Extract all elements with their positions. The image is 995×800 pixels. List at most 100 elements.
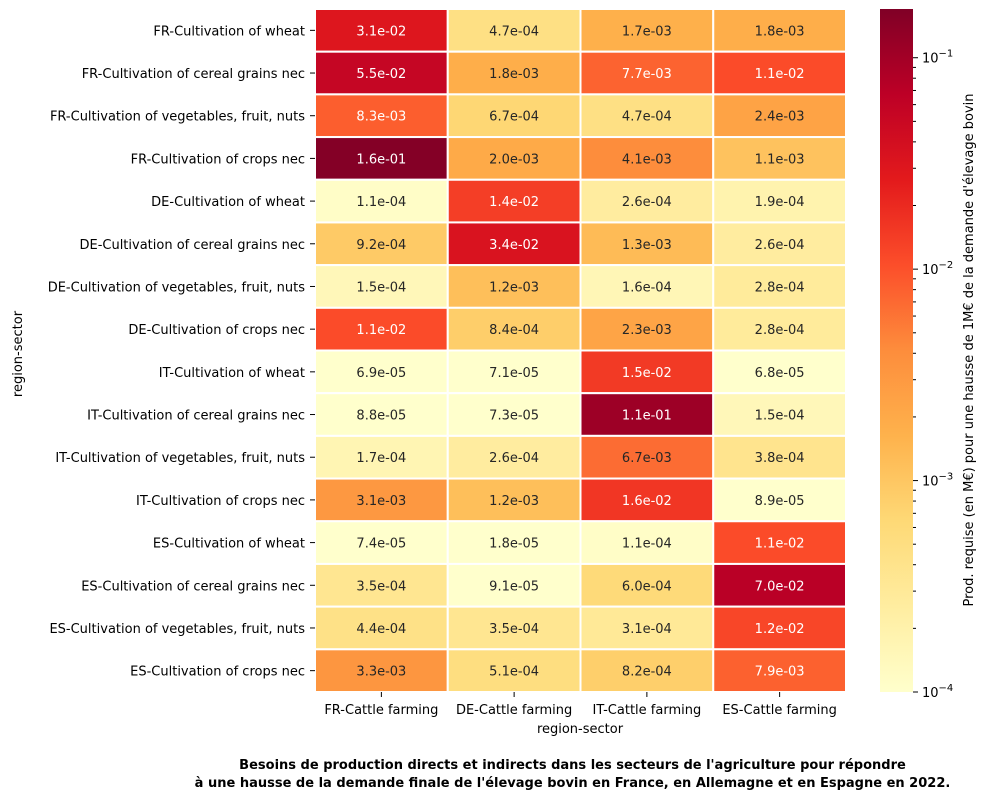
cell-value-label: 7.0e-02: [755, 579, 805, 594]
y-tick-label: FR-Cultivation of wheat: [153, 24, 305, 39]
cell-value-label: 1.2e-02: [755, 622, 805, 637]
heatmap-cell: [579, 264, 715, 309]
cell-value-label: 9.1e-05: [489, 579, 539, 594]
y-axis-title: region-sector: [11, 310, 26, 397]
heatmap-cell: [712, 477, 847, 523]
x-tick-label: FR-Cattle farming: [324, 703, 438, 718]
cell-value-label: 1.1e-04: [622, 537, 672, 552]
heatmap-cell: [446, 434, 582, 480]
cell-value-label: 4.7e-04: [489, 24, 539, 39]
y-tick-label: ES-Cultivation of wheat: [153, 537, 305, 552]
heatmap-cell: [446, 221, 582, 267]
heatmap-cell: [446, 93, 582, 139]
heatmap-cell: [579, 178, 715, 224]
y-tick-label: IT-Cultivation of cereal grains nec: [87, 409, 305, 424]
cell-value-label: 7.7e-03: [622, 67, 672, 82]
cell-value-label: 3.1e-03: [356, 494, 406, 509]
heatmap-cell: [579, 306, 715, 352]
cell-value-label: 1.7e-04: [356, 451, 406, 466]
x-tick-label: ES-Cattle farming: [722, 703, 837, 718]
cell-value-label: 1.2e-03: [489, 494, 539, 509]
cell-value-label: 7.9e-03: [755, 665, 805, 680]
heatmap-cell: [446, 8, 582, 53]
cell-value-label: 3.5e-04: [489, 622, 539, 637]
heatmap-cell: [712, 8, 847, 53]
heatmap-cell: [712, 520, 847, 565]
cell-value-label: 1.2e-03: [489, 280, 539, 295]
cell-value-label: 1.1e-02: [356, 323, 406, 338]
x-tick-label: DE-Cattle farming: [456, 703, 572, 718]
colorbar-tick-label: 10−2: [922, 260, 953, 278]
cell-value-label: 6.7e-04: [489, 110, 539, 125]
colorbar-label: Prod. requise (en M€) pour une hausse de…: [962, 93, 977, 606]
cell-value-label: 1.8e-03: [755, 24, 805, 39]
colorbar-ticks: 10−4 10−3 10−2 10−1: [913, 49, 953, 701]
colorbar-gradient: [880, 9, 913, 692]
caption-line-2: à une hausse de la demande finale de l'é…: [194, 776, 951, 791]
heatmap-cell: [712, 562, 847, 608]
cell-value-label: 2.6e-04: [489, 451, 539, 466]
colorbar-tick-label: 10−3: [922, 472, 953, 490]
heatmap-cell: [314, 306, 449, 352]
cell-value-label: 1.1e-04: [356, 195, 406, 210]
cell-value-label: 2.6e-04: [622, 195, 672, 210]
cell-value-label: 7.1e-05: [489, 366, 539, 381]
cell-value-label: 8.4e-04: [489, 323, 539, 338]
cell-value-label: 2.4e-03: [755, 110, 805, 125]
cell-value-label: 1.9e-04: [755, 195, 805, 210]
cell-value-label: 1.6e-02: [622, 494, 672, 509]
cell-value-label: 9.2e-04: [356, 238, 406, 253]
cell-value-label: 1.8e-03: [489, 67, 539, 82]
cell-value-label: 7.4e-05: [356, 537, 406, 552]
heatmap-cell: [446, 520, 582, 565]
cell-value-label: 6.9e-05: [356, 366, 406, 381]
cell-value-label: 1.5e-04: [356, 280, 406, 295]
cell-value-label: 2.6e-04: [755, 238, 805, 253]
y-tick-label: DE-Cultivation of cereal grains nec: [79, 238, 305, 253]
cell-value-label: 6.7e-03: [622, 451, 672, 466]
x-axis-title: region-sector: [537, 722, 624, 737]
cell-value-label: 2.8e-04: [755, 323, 805, 338]
cell-value-label: 1.8e-05: [489, 537, 539, 552]
cell-value-label: 3.1e-04: [622, 622, 672, 637]
y-tick-label: ES-Cultivation of vegetables, fruit, nut…: [49, 622, 305, 637]
colorbar-tick-label: 10−1: [922, 49, 953, 67]
cell-value-label: 6.0e-04: [622, 579, 672, 594]
cell-value-label: 3.5e-04: [356, 579, 406, 594]
colorbar-tick-label: 10−4: [922, 683, 953, 701]
heatmap-cell: [579, 477, 715, 523]
cell-value-label: 1.1e-01: [622, 409, 672, 424]
cell-value-label: 1.1e-02: [755, 67, 805, 82]
heatmap-cell: [579, 221, 715, 267]
heatmap-cell: [712, 221, 847, 267]
heatmap-cell: [446, 477, 582, 523]
y-tick-label: DE-Cultivation of wheat: [151, 195, 305, 210]
cell-value-label: 3.4e-02: [489, 238, 539, 253]
y-tick-label: FR-Cultivation of vegetables, fruit, nut…: [50, 110, 305, 125]
x-tick-label: IT-Cattle farming: [593, 703, 702, 718]
cell-value-label: 4.4e-04: [356, 622, 406, 637]
heatmap-cell: [579, 605, 715, 651]
cell-value-label: 1.3e-03: [622, 238, 672, 253]
heatmap-cell: [712, 648, 847, 693]
cell-value-label: 1.5e-04: [755, 409, 805, 424]
cell-value-label: 3.1e-02: [356, 24, 406, 39]
cell-value-label: 7.3e-05: [489, 409, 539, 424]
heatmap-cell: [712, 136, 847, 181]
heatmap-cell: [712, 50, 847, 96]
cell-value-label: 2.0e-03: [489, 152, 539, 167]
cell-value-label: 4.7e-04: [622, 110, 672, 125]
cell-value-label: 2.8e-04: [755, 280, 805, 295]
y-tick-labels: FR-Cultivation of wheat FR-Cultivation of…: [48, 24, 315, 680]
y-tick-label: IT-Cultivation of wheat: [159, 366, 305, 381]
y-tick-label: DE-Cultivation of crops nec: [128, 323, 305, 338]
cell-value-label: 5.1e-04: [489, 665, 539, 680]
heatmap-cell: [446, 562, 582, 608]
cell-value-label: 3.3e-03: [356, 665, 406, 680]
heatmap-cells: 3.1e-02 4.7e-04 1.7e-03 1.8e-03 5.5e-02 1.8e-…: [314, 8, 847, 693]
x-tick-labels: FR-Cattle farming DE-Cattle farming IT-Cat…: [324, 692, 837, 718]
heatmap-cell: [712, 178, 847, 224]
cell-value-label: 8.8e-05: [356, 409, 406, 424]
y-tick-label: FR-Cultivation of cereal grains nec: [82, 67, 305, 82]
heatmap-cell: [579, 562, 715, 608]
